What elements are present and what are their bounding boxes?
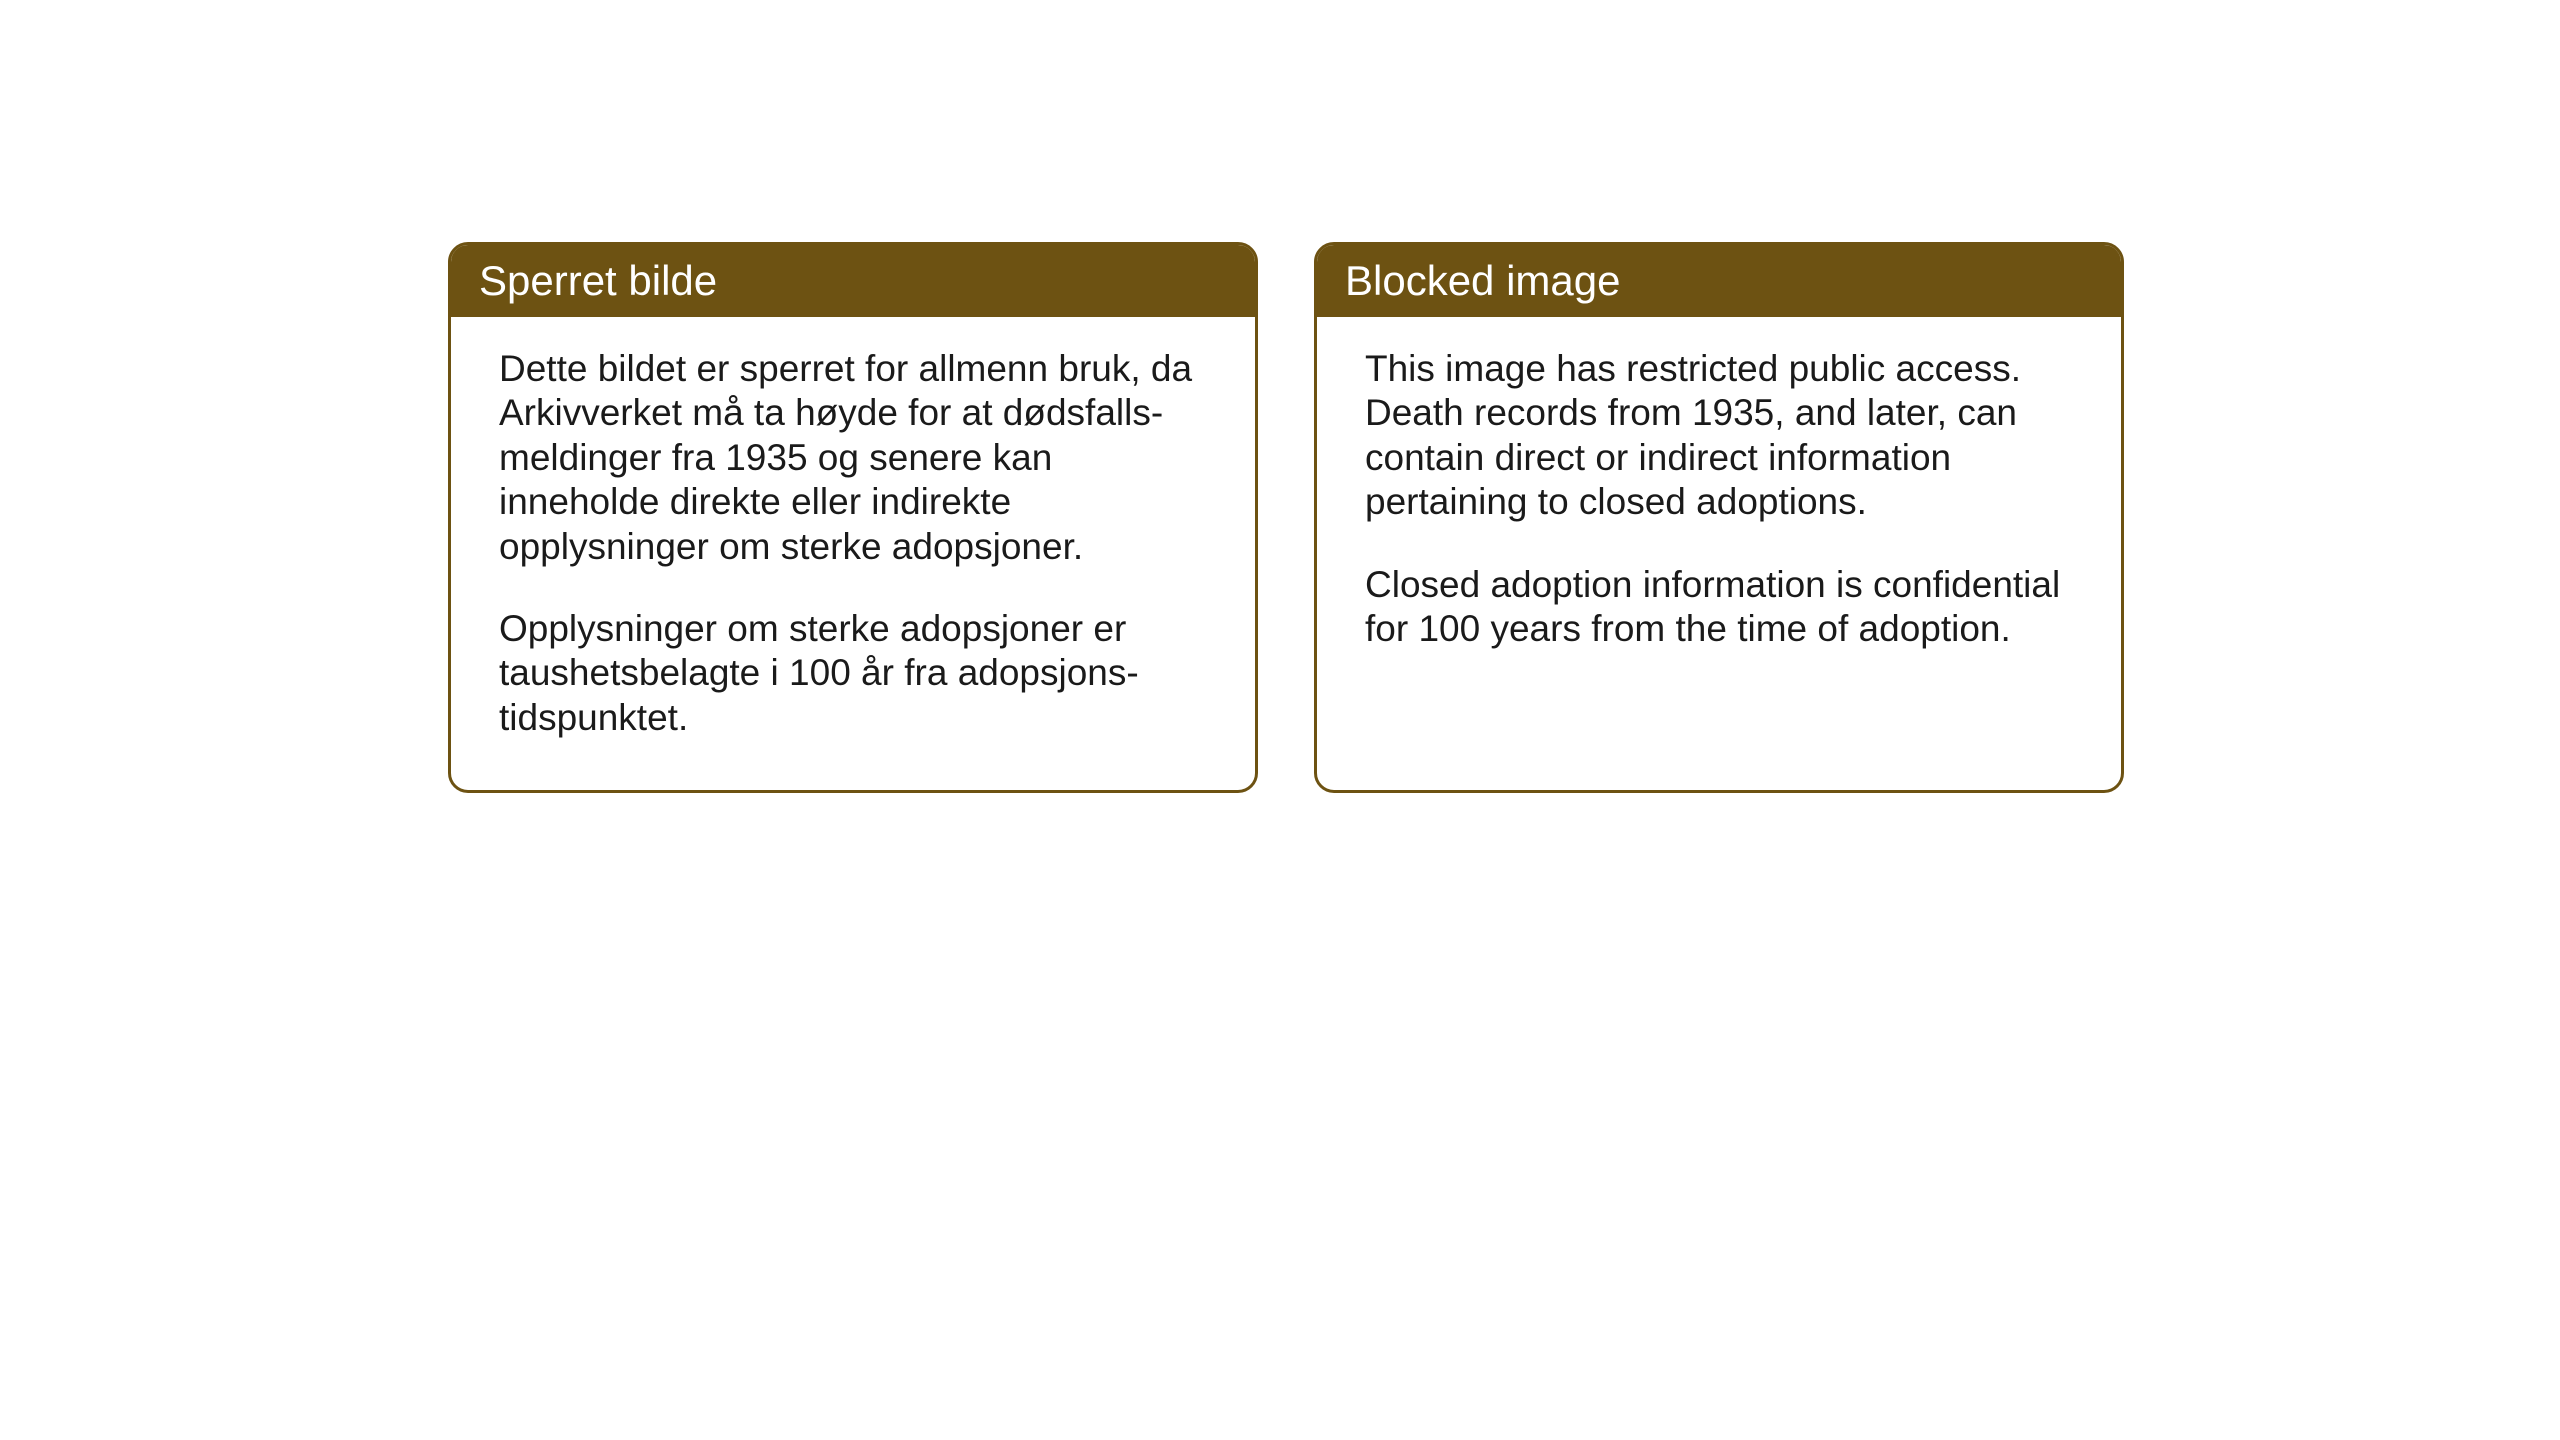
- card-header-english: Blocked image: [1317, 245, 2121, 317]
- card-body-norwegian: Dette bildet er sperret for allmenn bruk…: [451, 317, 1255, 790]
- card-paragraph-1-norwegian: Dette bildet er sperret for allmenn bruk…: [499, 347, 1207, 569]
- card-body-english: This image has restricted public access.…: [1317, 317, 2121, 701]
- card-paragraph-1-english: This image has restricted public access.…: [1365, 347, 2073, 525]
- card-title-norwegian: Sperret bilde: [479, 257, 1227, 305]
- cards-container: Sperret bilde Dette bildet er sperret fo…: [448, 242, 2124, 793]
- card-paragraph-2-english: Closed adoption information is confident…: [1365, 563, 2073, 652]
- card-paragraph-2-norwegian: Opplysninger om sterke adopsjoner er tau…: [499, 607, 1207, 740]
- card-english: Blocked image This image has restricted …: [1314, 242, 2124, 793]
- card-header-norwegian: Sperret bilde: [451, 245, 1255, 317]
- card-norwegian: Sperret bilde Dette bildet er sperret fo…: [448, 242, 1258, 793]
- card-title-english: Blocked image: [1345, 257, 2093, 305]
